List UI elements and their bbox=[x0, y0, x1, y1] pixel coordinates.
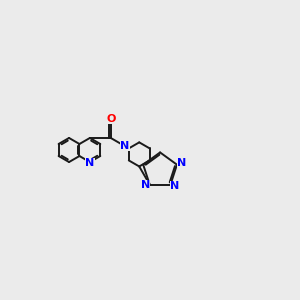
Text: N: N bbox=[141, 180, 150, 190]
Text: N: N bbox=[121, 141, 130, 152]
Text: N: N bbox=[177, 158, 186, 168]
Text: O: O bbox=[106, 114, 116, 124]
Text: N: N bbox=[85, 158, 94, 167]
Text: N: N bbox=[170, 181, 180, 191]
